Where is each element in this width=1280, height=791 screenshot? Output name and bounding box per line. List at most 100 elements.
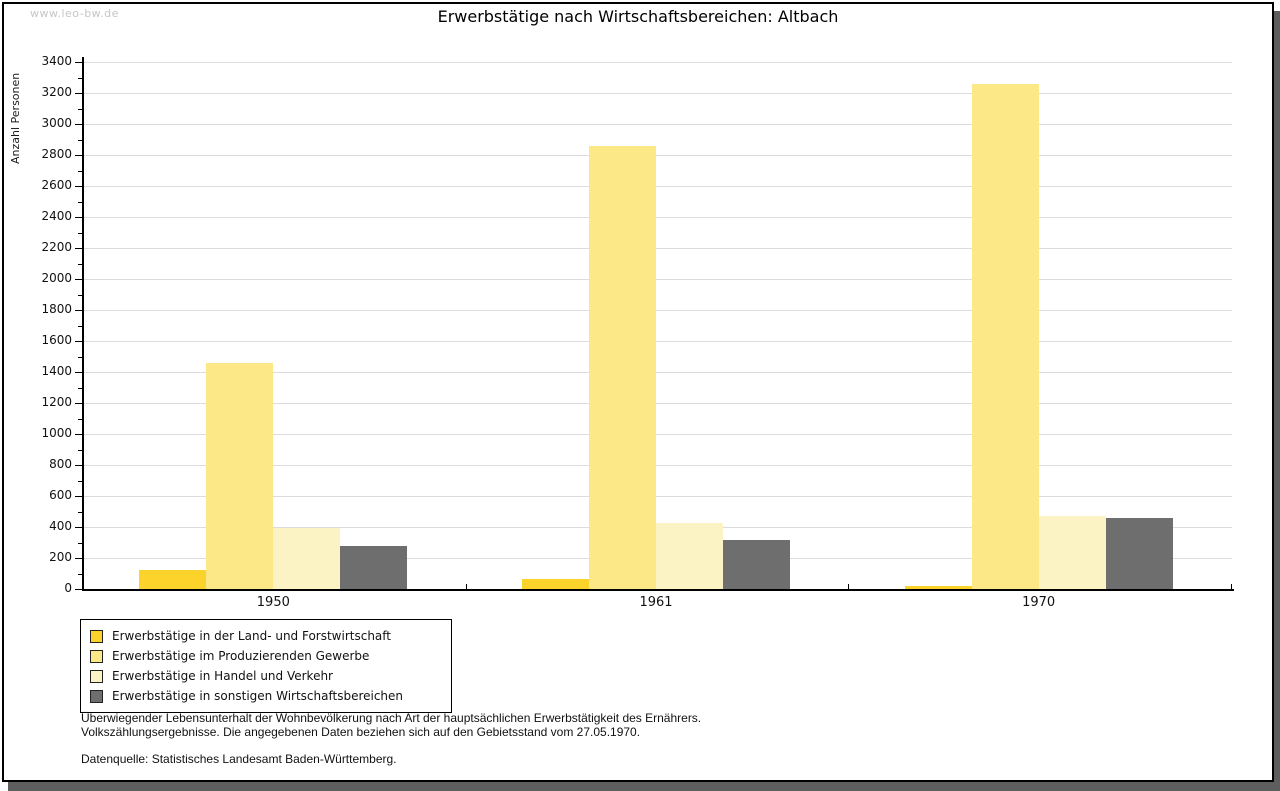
bar — [589, 146, 656, 589]
y-tick-label: 2000 — [41, 271, 72, 285]
legend-swatch — [90, 669, 103, 683]
y-tick-label: 3200 — [41, 85, 72, 99]
gridline — [84, 155, 1232, 156]
bar — [905, 586, 972, 589]
y-axis-label: Anzahl Personen — [9, 72, 22, 164]
x-category-label: 1970 — [1022, 595, 1056, 610]
y-major-tick — [75, 248, 82, 249]
y-tick-label: 0 — [64, 581, 72, 595]
y-tick-label: 3400 — [41, 54, 72, 68]
plot-area — [75, 57, 1234, 591]
y-minor-tick — [78, 542, 82, 544]
y-minor-tick — [78, 294, 82, 296]
y-tick-label: 800 — [49, 457, 72, 471]
legend: Erwerbstätige in der Land- und Forstwirt… — [80, 619, 452, 713]
y-minor-tick — [78, 232, 82, 234]
y-minor-tick — [78, 108, 82, 110]
x-axis-tick — [848, 584, 849, 589]
x-axis-line — [82, 589, 1234, 591]
x-axis-tick — [1231, 584, 1232, 589]
data-source: Datenquelle: Statistisches Landesamt Bad… — [81, 752, 397, 766]
y-major-tick — [75, 403, 82, 404]
gridline — [84, 93, 1232, 94]
watermark-link[interactable]: www.leo-bw.de — [30, 7, 119, 20]
gridline — [84, 372, 1232, 373]
bar — [340, 546, 407, 589]
y-major-tick — [75, 124, 82, 125]
y-minor-tick — [78, 139, 82, 141]
x-category-label: 1950 — [256, 595, 290, 610]
legend-item-label: Erwerbstätige in Handel und Verkehr — [112, 669, 333, 683]
y-minor-tick — [78, 449, 82, 451]
y-axis-line — [82, 57, 84, 591]
y-tick-label: 1400 — [41, 364, 72, 378]
y-tick-label: 600 — [49, 488, 72, 502]
gridline — [84, 310, 1232, 311]
y-major-tick — [75, 434, 82, 435]
y-tick-label: 3000 — [41, 116, 72, 130]
chart-title: Erwerbstätige nach Wirtschaftsbereichen:… — [437, 7, 839, 26]
gridline — [84, 341, 1232, 342]
y-minor-tick — [78, 201, 82, 203]
y-minor-tick — [78, 573, 82, 575]
gridline — [84, 248, 1232, 249]
y-major-tick — [75, 217, 82, 218]
y-major-tick — [75, 496, 82, 497]
y-tick-label: 200 — [49, 550, 72, 564]
legend-item: Erwerbstätige in sonstigen Wirtschaftsbe… — [90, 686, 441, 706]
y-tick-label: 2200 — [41, 240, 72, 254]
chart-panel: www.leo-bw.de Erwerbstätige nach Wirtsch… — [2, 2, 1274, 782]
gridline — [84, 434, 1232, 435]
y-minor-tick — [78, 325, 82, 327]
y-major-tick — [75, 372, 82, 373]
y-major-tick — [75, 155, 82, 156]
y-tick-label: 1600 — [41, 333, 72, 347]
bar — [273, 528, 340, 589]
y-minor-tick — [78, 387, 82, 389]
y-major-tick — [75, 62, 82, 63]
gridline — [84, 124, 1232, 125]
bar — [972, 84, 1039, 589]
bar — [656, 523, 723, 589]
y-major-tick — [75, 93, 82, 94]
y-major-tick — [75, 186, 82, 187]
y-tick-label: 1200 — [41, 395, 72, 409]
y-major-tick — [75, 341, 82, 342]
footnote-line-1: Überwiegender Lebensunterhalt der Wohnbe… — [81, 711, 702, 725]
y-tick-label: 400 — [49, 519, 72, 533]
gridline — [84, 279, 1232, 280]
y-minor-tick — [78, 418, 82, 420]
y-minor-tick — [78, 263, 82, 265]
legend-swatch — [90, 629, 103, 643]
bar — [139, 570, 206, 589]
x-axis-tick — [466, 584, 467, 589]
y-tick-label: 2800 — [41, 147, 72, 161]
bar — [1039, 516, 1106, 589]
legend-swatch — [90, 649, 103, 663]
footnote: Überwiegender Lebensunterhalt der Wohnbe… — [81, 711, 701, 766]
bar — [206, 363, 273, 589]
legend-item: Erwerbstätige in Handel und Verkehr — [90, 666, 441, 686]
y-major-tick — [75, 527, 82, 528]
y-minor-tick — [78, 480, 82, 482]
y-minor-tick — [78, 77, 82, 79]
y-major-tick — [75, 310, 82, 311]
legend-item-label: Erwerbstätige in sonstigen Wirtschaftsbe… — [112, 689, 404, 703]
gridline — [84, 62, 1232, 63]
y-minor-tick — [78, 356, 82, 358]
gridline — [84, 496, 1232, 497]
y-tick-label: 2400 — [41, 209, 72, 223]
bar — [522, 579, 589, 589]
y-major-tick — [75, 558, 82, 559]
y-tick-label: 1800 — [41, 302, 72, 316]
gridline — [84, 217, 1232, 218]
y-minor-tick — [78, 511, 82, 513]
gridline — [84, 403, 1232, 404]
y-major-tick — [75, 465, 82, 466]
legend-swatch — [90, 689, 103, 703]
x-category-label: 1961 — [639, 595, 673, 610]
gridline — [84, 186, 1232, 187]
legend-item-label: Erwerbstätige in der Land- und Forstwirt… — [112, 629, 391, 643]
legend-item: Erwerbstätige im Produzierenden Gewerbe — [90, 646, 441, 666]
y-major-tick — [75, 279, 82, 280]
